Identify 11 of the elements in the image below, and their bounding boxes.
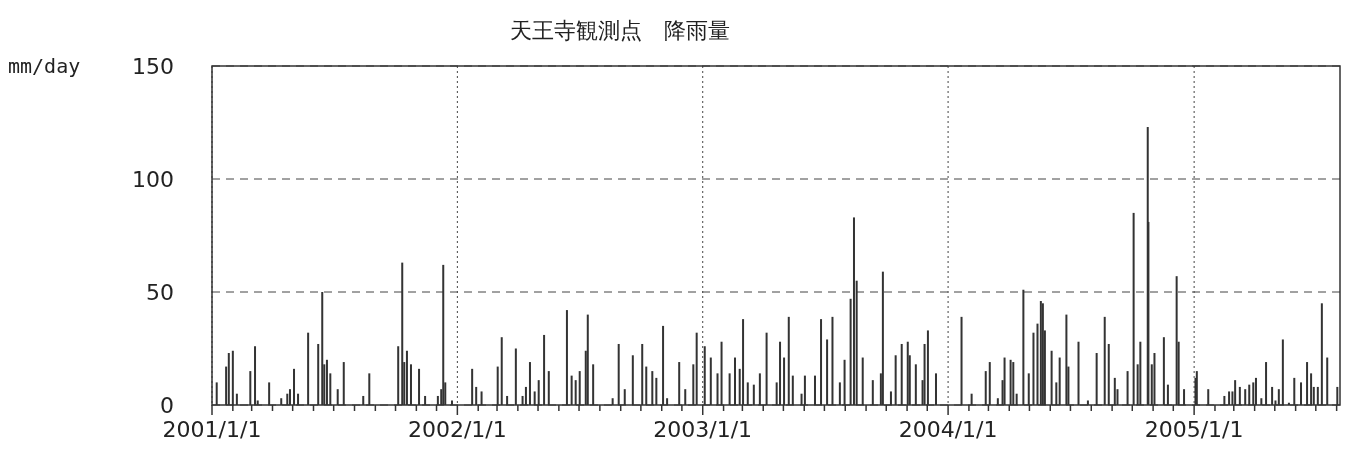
x-tick-label: 2004/1/1 [898,417,998,442]
y-tick-label: 0 [160,392,174,418]
y-axis-title: mm/day [8,54,81,78]
x-tick-label: 2005/1/1 [1144,417,1244,442]
x-tick-label: 2002/1/1 [407,417,507,442]
y-tick-label: 50 [146,279,174,305]
y-tick-label: 150 [132,53,174,79]
x-tick-label: 2001/1/1 [162,417,262,442]
y-tick-label: 100 [132,166,174,192]
chart-title: 天王寺観測点 降雨量 [510,18,730,43]
x-tick-label: 2003/1/1 [653,417,753,442]
